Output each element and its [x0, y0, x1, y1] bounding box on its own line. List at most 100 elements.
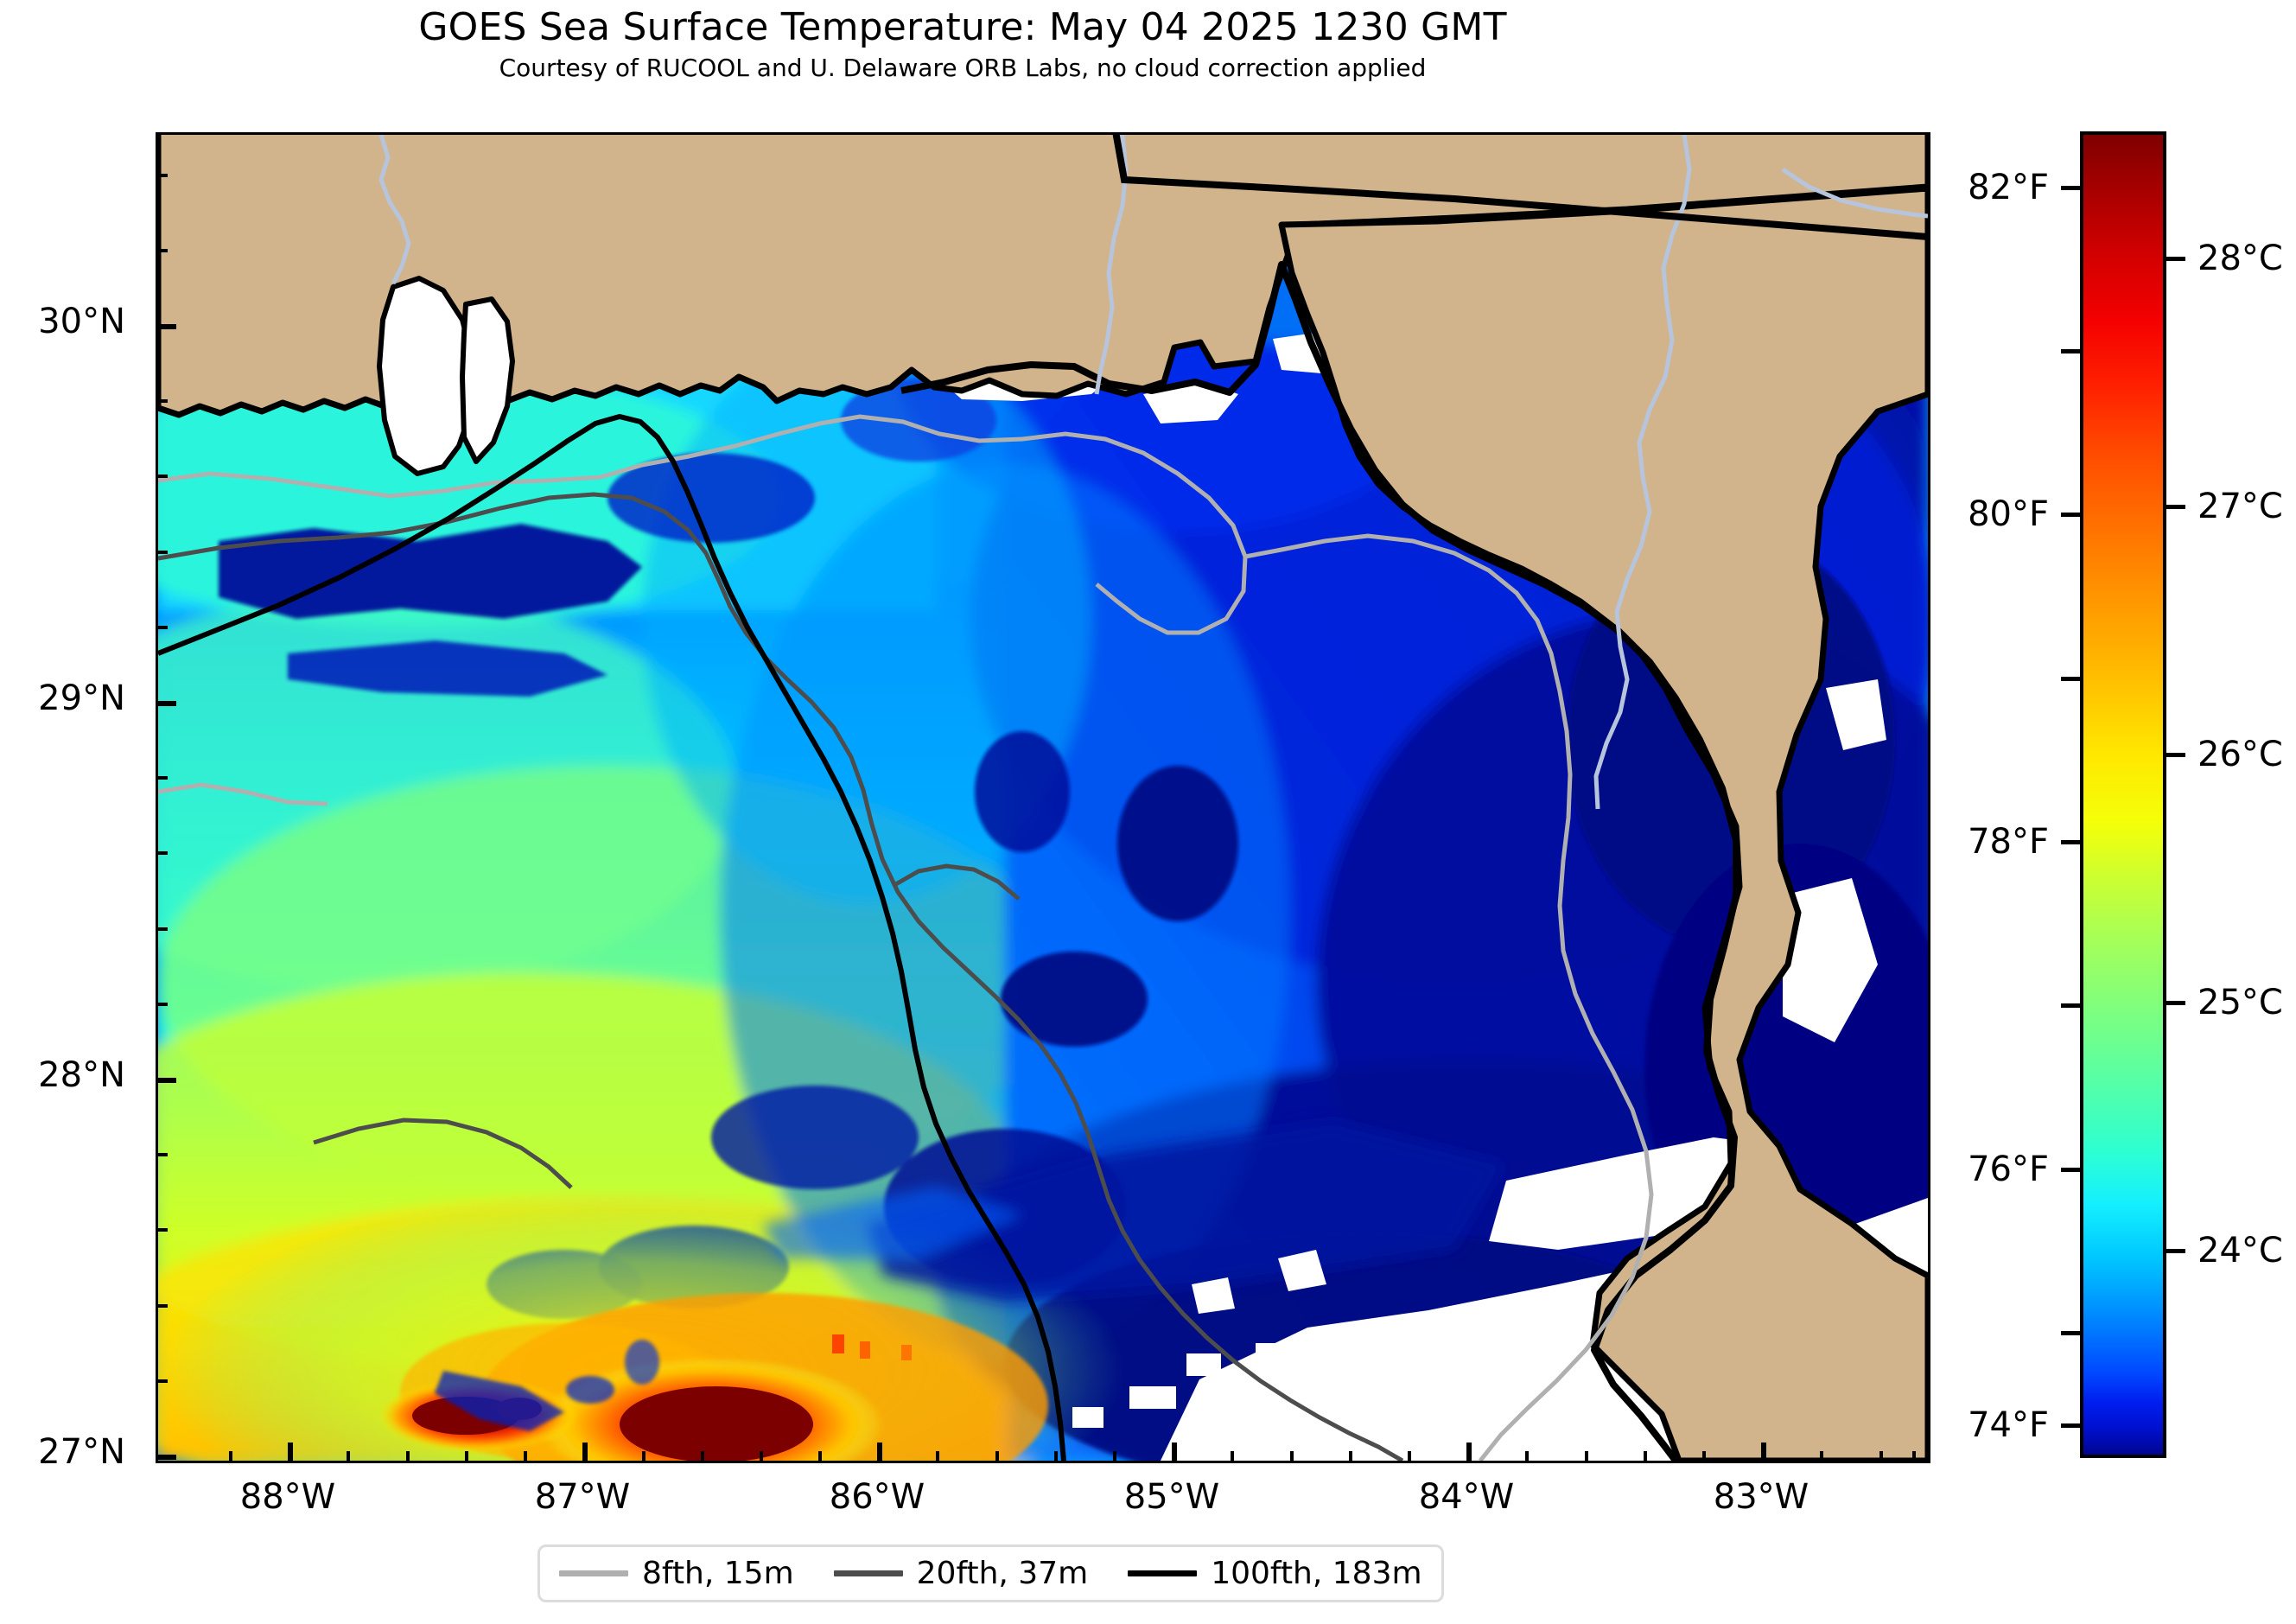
- colorbar-label-27c: 27°C: [2197, 487, 2283, 526]
- page-title: GOES Sea Surface Temperature: May 04 202…: [418, 5, 1507, 49]
- ytick-minor: [158, 249, 168, 252]
- ytick-minor: [158, 1153, 168, 1156]
- page-subtitle: Courtesy of RUCOOL and U. Delaware ORB L…: [499, 54, 1427, 82]
- colorbar-tick-f: [2061, 1168, 2080, 1172]
- xtick-minor: [1912, 1451, 1916, 1461]
- colorbar-tick-c: [2166, 1249, 2185, 1253]
- xtick-minor: [1644, 1451, 1647, 1461]
- ytick-label-29n: 29°N: [38, 678, 125, 718]
- xtick-minor: [1231, 1451, 1234, 1461]
- xtick-label-83w: 83°W: [1713, 1477, 1809, 1517]
- xtick-major: [582, 1442, 588, 1461]
- xtick-major: [877, 1442, 882, 1461]
- legend-label-20fth: 20fth, 37m: [916, 1556, 1089, 1591]
- xtick-minor: [347, 1451, 350, 1461]
- xtick-minor: [1113, 1451, 1116, 1461]
- xtick-minor: [406, 1451, 410, 1461]
- ytick-minor: [158, 474, 168, 478]
- legend-label-100fth: 100fth, 183m: [1211, 1556, 1422, 1591]
- xtick-minor: [229, 1451, 232, 1461]
- ytick-minor: [158, 626, 168, 629]
- bathymetry-legend: 8fth, 15m 20fth, 37m 100fth, 183m: [537, 1544, 1444, 1602]
- legend-line-20fth: [833, 1570, 903, 1576]
- land-polygons: [158, 135, 1928, 1461]
- ytick-label-28n: 28°N: [38, 1055, 125, 1095]
- colorbar-tick-f: [2061, 349, 2080, 353]
- colorbar-tick-f: [2061, 1423, 2080, 1428]
- xtick-minor: [936, 1451, 939, 1461]
- ytick-minor: [158, 1003, 168, 1006]
- colorbar-tick-f: [2061, 1331, 2080, 1335]
- colorbar-tick-c: [2166, 753, 2185, 757]
- xtick-label-86w: 86°W: [829, 1477, 925, 1517]
- colorbar-tick-c: [2166, 1001, 2185, 1005]
- ytick-major: [158, 1078, 176, 1083]
- ytick-minor: [158, 174, 168, 177]
- legend-line-100fth: [1128, 1570, 1198, 1576]
- xtick-label-88w: 88°W: [239, 1477, 336, 1517]
- colorbar-gradient: [2080, 131, 2166, 1458]
- coastline: [900, 261, 1739, 1461]
- legend-line-8fth: [559, 1570, 628, 1576]
- xtick-minor: [524, 1451, 527, 1461]
- ytick-minor: [158, 1379, 168, 1383]
- xtick-minor: [1349, 1451, 1352, 1461]
- xtick-minor: [760, 1451, 763, 1461]
- ytick-minor: [158, 1228, 168, 1232]
- ytick-minor: [158, 776, 168, 780]
- colorbar-tick-f: [2061, 1003, 2080, 1008]
- ytick-minor: [158, 399, 168, 403]
- sst-map-panel: [156, 132, 1930, 1463]
- ytick-major: [158, 701, 176, 706]
- xtick-minor: [465, 1451, 468, 1461]
- xtick-label-84w: 84°W: [1418, 1477, 1515, 1517]
- colorbar-label-24c: 24°C: [2197, 1231, 2283, 1271]
- colorbar-label-78f: 78°F: [1968, 822, 2049, 862]
- xtick-minor: [818, 1451, 822, 1461]
- colorbar-label-76f: 76°F: [1968, 1150, 2049, 1189]
- xtick-minor: [1408, 1451, 1411, 1461]
- xtick-minor: [701, 1451, 704, 1461]
- ytick-major: [158, 324, 176, 329]
- xtick-major: [1172, 1442, 1177, 1461]
- xtick-minor: [1879, 1451, 1883, 1461]
- ytick-major: [158, 1455, 176, 1460]
- xtick-major: [288, 1442, 293, 1461]
- xtick-minor: [1525, 1451, 1529, 1461]
- ytick-minor: [158, 851, 168, 855]
- legend-item-20fth: 20fth, 37m: [833, 1556, 1089, 1591]
- colorbar-label-82f: 82°F: [1968, 168, 2049, 207]
- xtick-minor: [642, 1451, 646, 1461]
- colorbar-tick-c: [2166, 505, 2185, 509]
- xtick-minor: [1585, 1451, 1588, 1461]
- legend-item-8fth: 8fth, 15m: [559, 1556, 794, 1591]
- xtick-label-85w: 85°W: [1123, 1477, 1220, 1517]
- sst-map-raster: [158, 135, 1928, 1461]
- colorbar-tick-f: [2061, 677, 2080, 681]
- colorbar-label-80f: 80°F: [1968, 494, 2049, 534]
- sst-map-svg: [158, 135, 1928, 1461]
- colorbar-tick-f: [2061, 840, 2080, 844]
- colorbar-label-25c: 25°C: [2197, 983, 2283, 1022]
- ytick-minor: [158, 927, 168, 931]
- xtick-major: [1761, 1442, 1766, 1461]
- xtick-label-87w: 87°W: [534, 1477, 631, 1517]
- legend-label-8fth: 8fth, 15m: [642, 1556, 794, 1591]
- contour-100fathom: [158, 413, 1066, 1461]
- colorbar-tick-f: [2061, 513, 2080, 517]
- xtick-minor: [1054, 1451, 1058, 1461]
- xtick-major: [1466, 1442, 1472, 1461]
- ytick-label-27n: 27°N: [38, 1432, 125, 1472]
- xtick-minor: [1702, 1451, 1706, 1461]
- colorbar-tick-f: [2061, 186, 2080, 190]
- ytick-minor: [158, 551, 168, 554]
- colorbar-label-26c: 26°C: [2197, 735, 2283, 774]
- contour-20fathom: [158, 492, 1404, 1461]
- xtick-minor: [995, 1451, 999, 1461]
- ytick-label-30n: 30°N: [38, 302, 125, 341]
- legend-item-100fth: 100fth, 183m: [1128, 1556, 1422, 1591]
- colorbar-label-74f: 74°F: [1968, 1405, 2049, 1445]
- ytick-minor: [158, 1304, 168, 1308]
- colorbar: 28°C 27°C 26°C 25°C 24°C 82°F 80°F 78°F …: [1968, 131, 2283, 1458]
- xtick-minor: [1820, 1451, 1823, 1461]
